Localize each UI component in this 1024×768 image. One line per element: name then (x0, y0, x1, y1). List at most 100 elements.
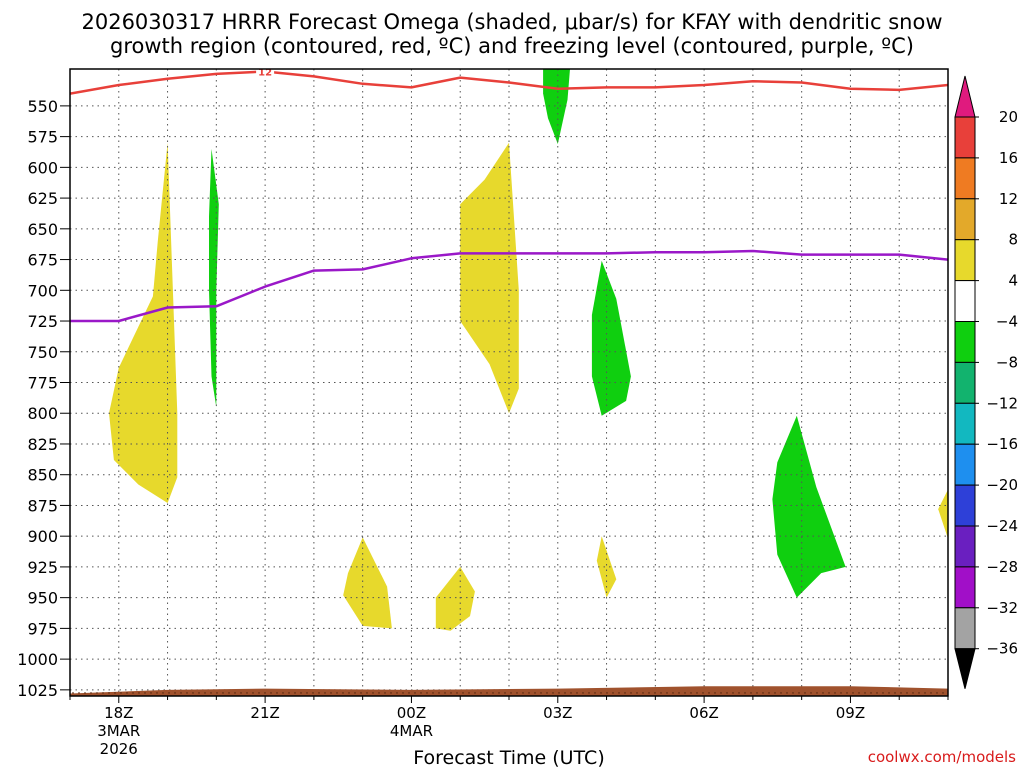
terrain-texture (276, 692, 278, 694)
terrain-texture (810, 692, 812, 694)
terrain-texture (108, 692, 110, 694)
terrain-texture (642, 692, 644, 694)
terrain-texture (558, 692, 560, 694)
terrain-texture (864, 692, 866, 694)
terrain-texture (156, 692, 158, 694)
terrain-texture (690, 692, 692, 694)
terrain-texture (246, 692, 248, 694)
terrain-texture (150, 692, 152, 694)
terrain-texture (216, 692, 218, 694)
x-tick-label: 09Z (836, 704, 865, 722)
y-tick-label: 550 (27, 97, 58, 116)
terrain-texture (456, 692, 458, 694)
y-tick-label: 675 (27, 251, 58, 270)
positive-omega-area (460, 142, 519, 414)
terrain-texture (324, 692, 326, 694)
contour-label: 12 (258, 67, 272, 78)
terrain-texture (726, 692, 728, 694)
terrain-texture (882, 692, 884, 694)
terrain-texture (234, 692, 236, 694)
terrain-texture (780, 692, 782, 694)
terrain-texture (834, 692, 836, 694)
terrain-texture (912, 692, 914, 694)
colorbar-swatch (954, 402, 976, 445)
terrain-texture (774, 692, 776, 694)
terrain-texture (462, 692, 464, 694)
terrain-texture (720, 692, 722, 694)
grid-layer (69, 69, 949, 696)
terrain-texture (672, 692, 674, 694)
terrain-texture (492, 692, 494, 694)
terrain-texture (498, 692, 500, 694)
contour-label-bg (256, 69, 275, 77)
colorbar-swatch (954, 239, 976, 282)
contour-layer: 12 (70, 67, 948, 323)
terrain-texture (348, 692, 350, 694)
terrain-texture (804, 692, 806, 694)
terrain-texture (906, 692, 908, 694)
terrain-texture (474, 692, 476, 694)
y-tick-label: 875 (27, 496, 58, 515)
terrain-texture (72, 692, 74, 694)
y-axis: 550 575 600 625 650 675 700 725 750 775 800 825 850 8… (17, 97, 70, 700)
terrain-texture (648, 692, 650, 694)
terrain-texture (708, 692, 710, 694)
terrain-texture (858, 692, 860, 694)
terrain-texture (270, 692, 272, 694)
terrain-texture (312, 692, 314, 694)
terrain-texture (936, 692, 938, 694)
negative-omega-area (772, 415, 846, 598)
terrain-texture (228, 692, 230, 694)
terrain-texture (870, 692, 872, 694)
terrain-texture (402, 692, 404, 694)
terrain-texture (378, 692, 380, 694)
terrain-texture (450, 692, 452, 694)
dgz-contour-line (70, 70, 948, 95)
colorbar-swatch (954, 525, 976, 568)
terrain-texture (582, 692, 584, 694)
terrain-texture (528, 692, 530, 694)
terrain-texture (288, 692, 290, 694)
terrain-texture (168, 692, 170, 694)
terrain-layer (70, 686, 948, 696)
terrain-texture (342, 692, 344, 694)
colorbar-level-label: −28 (986, 558, 1018, 576)
y-tick-label: 750 (27, 343, 58, 362)
terrain-texture (282, 692, 284, 694)
x-tick-date-label: 4MAR (390, 722, 433, 740)
terrain-texture (594, 692, 596, 694)
colorbar-level-label: −32 (986, 599, 1018, 617)
terrain-texture (618, 692, 620, 694)
x-tick-label: 21Z (250, 704, 279, 722)
terrain-texture (90, 692, 92, 694)
terrain-texture (852, 692, 854, 694)
colorbar-swatch (954, 443, 976, 486)
terrain-texture (114, 692, 116, 694)
y-tick-label: 900 (27, 527, 58, 546)
terrain-texture (630, 692, 632, 694)
terrain-texture (294, 692, 296, 694)
terrain-texture (96, 692, 98, 694)
terrain-texture (732, 692, 734, 694)
terrain-texture (510, 692, 512, 694)
terrain-texture (798, 692, 800, 694)
positive-omega-area (343, 537, 392, 629)
credit-text[interactable]: coolwx.com/models (868, 748, 1016, 766)
terrain-texture (198, 692, 200, 694)
colorbar-level-label: −4 (996, 313, 1018, 331)
terrain-texture (300, 692, 302, 694)
terrain-texture (354, 692, 356, 694)
terrain-texture (750, 692, 752, 694)
terrain-texture (504, 692, 506, 694)
terrain-texture (174, 692, 176, 694)
terrain-texture (654, 692, 656, 694)
terrain-texture (606, 692, 608, 694)
terrain-texture (438, 692, 440, 694)
terrain-texture (210, 692, 212, 694)
y-tick-label: 625 (27, 189, 58, 208)
terrain-texture (588, 692, 590, 694)
terrain-texture (942, 692, 944, 694)
y-tick-label: 600 (27, 158, 58, 177)
terrain-texture (306, 692, 308, 694)
